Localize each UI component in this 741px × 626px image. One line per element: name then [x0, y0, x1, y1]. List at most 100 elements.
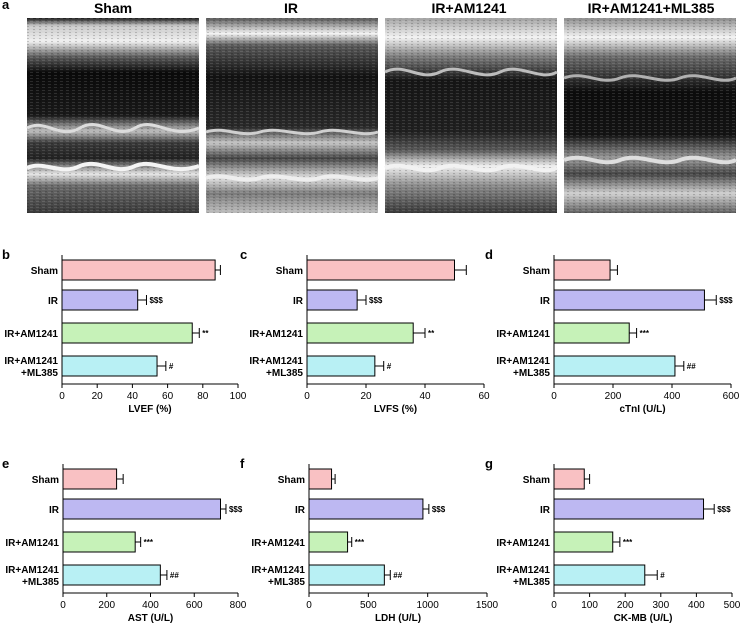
bar-c-3: [306, 355, 376, 377]
x-tick-label-d-3: 600: [723, 391, 740, 402]
significance-b-3: #: [169, 362, 174, 371]
category-label-b-3: IR+AM1241 +ML385: [4, 356, 58, 379]
significance-e-3: ##: [170, 571, 179, 580]
bar-d-1: [553, 289, 705, 311]
x-tick-label-d-2: 400: [664, 391, 681, 402]
significance-g-2: ***: [623, 538, 633, 547]
x-tick-label-e-0: 0: [60, 600, 66, 611]
bar-f-0: [308, 468, 333, 490]
bar-d-0: [553, 259, 611, 281]
significance-e-1: $$$: [229, 505, 243, 514]
bar-f-3: [308, 564, 385, 586]
chart-panel-e: e Sham $$$ IR *** IR+AM1241 ## IR+AM1241 +ML385 0…: [2, 456, 247, 624]
panel-letter-d: d: [485, 247, 493, 262]
x-tick-label-c-3: 60: [478, 391, 490, 402]
category-label-f-3: IR+AM1241 +ML385: [251, 565, 305, 588]
x-tick-label-f-2: 1000: [417, 600, 440, 611]
x-tick-label-d-0: 0: [551, 391, 557, 402]
x-tick-label-b-4: 80: [197, 391, 209, 402]
x-tick-label-b-3: 60: [162, 391, 174, 402]
category-label-f-1: IR: [295, 505, 306, 516]
category-label-d-1: IR: [540, 296, 551, 307]
category-label-c-1: IR: [293, 296, 304, 307]
chart-panel-g: g Sham $$$ IR *** IR+AM1241 # IR+AM1241 +ML385 0 1…: [485, 456, 741, 624]
category-label-b-0: Sham: [31, 266, 58, 277]
panel-a-echo-images: a Sham IR IR+AM1241 IR+AM1241+ML385: [2, 0, 737, 213]
bar-b-0: [61, 259, 216, 281]
significance-g-1: $$$: [717, 505, 731, 514]
x-tick-label-e-2: 400: [142, 600, 159, 611]
x-tick-label-f-3: 1500: [476, 600, 499, 611]
x-tick-label-g-1: 100: [581, 600, 598, 611]
x-tick-label-e-4: 800: [230, 600, 247, 611]
x-tick-label-f-0: 0: [306, 600, 312, 611]
chart-panel-b: b Sham $$$ IR ** IR+AM1241 # IR+AM1241 +ML385 0 20…: [2, 247, 247, 415]
panel-letter-b: b: [2, 247, 10, 262]
category-label-g-2: IR+AM1241: [496, 538, 550, 549]
echo-image-sham: [26, 18, 200, 213]
bar-b-2: [61, 322, 193, 344]
bar-c-0: [306, 259, 455, 281]
significance-b-2: **: [202, 329, 209, 338]
category-label-c-3: IR+AM1241 +ML385: [249, 356, 303, 379]
panel-letter-f: f: [240, 456, 245, 471]
significance-g-3: #: [660, 571, 665, 580]
x-tick-label-b-1: 20: [92, 391, 104, 402]
category-label-f-0: Sham: [278, 475, 305, 486]
x-tick-label-d-1: 200: [605, 391, 622, 402]
echo-image-ir-am1241-ml385: [563, 18, 737, 213]
bar-c-2: [306, 322, 414, 344]
x-tick-label-c-0: 0: [304, 391, 310, 402]
bar-e-2: [62, 531, 136, 553]
x-tick-label-c-2: 40: [419, 391, 431, 402]
category-label-f-2: IR+AM1241: [251, 538, 305, 549]
category-label-d-0: Sham: [523, 266, 550, 277]
echo-title-ir-am1241: IR+AM1241: [431, 0, 506, 16]
significance-f-3: ##: [393, 571, 402, 580]
significance-d-2: ***: [640, 329, 650, 338]
category-label-c-2: IR+AM1241: [249, 329, 303, 340]
significance-d-3: ##: [687, 362, 696, 371]
significance-c-1: $$$: [369, 296, 383, 305]
category-label-e-0: Sham: [32, 475, 59, 486]
bar-e-1: [62, 498, 221, 520]
bar-f-2: [308, 531, 349, 553]
bar-g-0: [553, 468, 585, 490]
significance-d-1: $$$: [719, 296, 733, 305]
category-label-d-3: IR+AM1241 +ML385: [496, 356, 550, 379]
bar-e-0: [62, 468, 118, 490]
panel-letter-e: e: [2, 456, 9, 471]
bar-c-1: [306, 289, 358, 311]
category-label-e-3: IR+AM1241 +ML385: [5, 565, 59, 588]
x-axis-title-f: LDH (U/L): [375, 613, 421, 624]
chart-panel-c: c Sham $$$ IR ** IR+AM1241 # IR+AM1241 +ML385 0 20…: [240, 247, 490, 415]
chart-panel-d: d Sham $$$ IR *** IR+AM1241 ## IR+AM1241 +ML385 0…: [485, 247, 740, 415]
bar-d-2: [553, 322, 630, 344]
echo-image-ir: [205, 18, 379, 213]
panel-letter-c: c: [240, 247, 247, 262]
significance-c-2: **: [428, 329, 435, 338]
bar-chart-panels: b Sham $$$ IR ** IR+AM1241 # IR+AM1241 +ML385 0 20…: [2, 247, 741, 624]
bar-f-1: [308, 498, 424, 520]
significance-c-3: #: [387, 362, 392, 371]
bar-g-2: [553, 531, 614, 553]
x-tick-label-g-5: 500: [724, 600, 741, 611]
category-label-g-1: IR: [540, 505, 551, 516]
chart-panel-f: f Sham $$$ IR *** IR+AM1241 ## IR+AM1241 +ML385 0…: [240, 456, 499, 624]
x-tick-label-b-0: 0: [59, 391, 65, 402]
panel-letter-g: g: [485, 456, 493, 471]
echo-image-ir-am1241: [384, 18, 558, 213]
x-axis-title-b: LVEF (%): [128, 404, 171, 415]
category-label-g-3: IR+AM1241 +ML385: [496, 565, 550, 588]
echo-title-ir: IR: [284, 0, 298, 16]
x-tick-label-c-1: 20: [360, 391, 372, 402]
bar-b-1: [61, 289, 139, 311]
x-axis-title-d: cTnI (U/L): [619, 404, 665, 415]
category-label-g-0: Sham: [523, 475, 550, 486]
x-tick-label-g-2: 200: [617, 600, 634, 611]
x-tick-label-f-1: 500: [360, 600, 377, 611]
significance-f-2: ***: [355, 538, 365, 547]
category-label-e-1: IR: [49, 505, 60, 516]
x-tick-label-e-3: 600: [186, 600, 203, 611]
